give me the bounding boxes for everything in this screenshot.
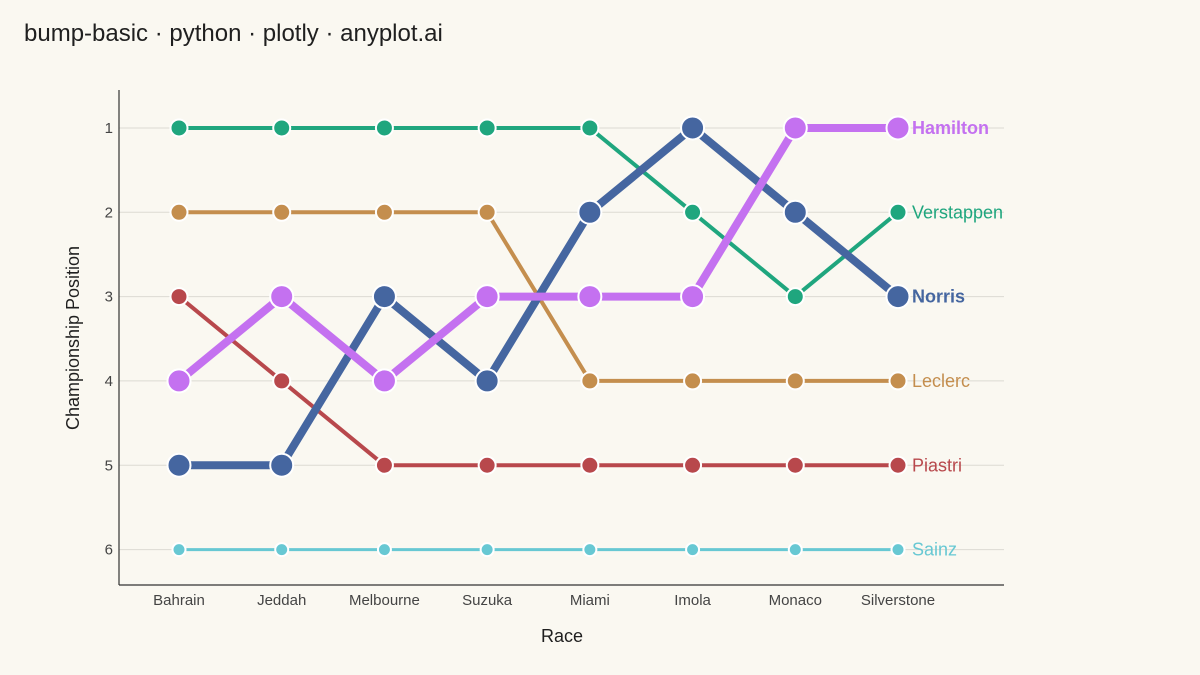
- marker-sainz-imola: [685, 542, 701, 558]
- series-layer: [166, 115, 911, 558]
- marker-sainz-melbourne: [376, 542, 392, 558]
- x-tick-label-suzuka: Suzuka: [462, 592, 513, 609]
- x-tick-label-melbourne: Melbourne: [349, 592, 420, 609]
- x-tick-label-imola: Imola: [674, 592, 711, 609]
- series-line-hamilton: [175, 123, 902, 385]
- marker-sainz-jeddah: [274, 542, 290, 558]
- marker-verstappen-monaco: [785, 287, 805, 307]
- page-title: bump-basic · python · plotly · anyplot.a…: [24, 20, 443, 47]
- marker-verstappen-melbourne: [374, 118, 394, 138]
- y-tick-label-6: 6: [105, 542, 113, 559]
- marker-sainz-bahrain: [171, 542, 187, 558]
- y-tick-label-1: 1: [105, 120, 113, 137]
- marker-leclerc-imola: [683, 371, 703, 391]
- y-tick-label-2: 2: [105, 204, 113, 221]
- marker-verstappen-suzuka: [477, 118, 497, 138]
- marker-sainz-miami: [582, 542, 598, 558]
- marker-leclerc-melbourne: [374, 202, 394, 222]
- marker-leclerc-bahrain: [169, 202, 189, 222]
- series-piastri: [169, 287, 908, 475]
- marker-norris-monaco: [782, 199, 808, 225]
- marker-hamilton-miami: [577, 284, 603, 310]
- x-tick-label-silverstone: Silverstone: [861, 592, 935, 609]
- marker-leclerc-jeddah: [272, 202, 292, 222]
- marker-norris-miami: [577, 199, 603, 225]
- marker-piastri-imola: [683, 455, 703, 475]
- marker-verstappen-jeddah: [272, 118, 292, 138]
- x-tick-label-bahrain: Bahrain: [153, 592, 205, 609]
- marker-hamilton-suzuka: [474, 284, 500, 310]
- marker-leclerc-miami: [580, 371, 600, 391]
- marker-piastri-suzuka: [477, 455, 497, 475]
- marker-hamilton-melbourne: [371, 368, 397, 394]
- label-layer: Verstappen Leclerc Piastri Sainz Norris Hamil…: [912, 118, 1003, 560]
- marker-hamilton-monaco: [782, 115, 808, 141]
- marker-piastri-bahrain: [169, 287, 189, 307]
- marker-piastri-miami: [580, 455, 600, 475]
- grid-layer: [119, 127, 1004, 551]
- marker-hamilton-jeddah: [269, 284, 295, 310]
- marker-verstappen-bahrain: [169, 118, 189, 138]
- y-tick-label-3: 3: [105, 289, 113, 306]
- marker-hamilton-bahrain: [166, 368, 192, 394]
- marker-verstappen-silverstone: [888, 202, 908, 222]
- marker-piastri-jeddah: [272, 371, 292, 391]
- axis-layer: 1 2 3 4 5 6 Bahrain Jeddah Melbourne Suzuka Miami I…: [105, 90, 1004, 609]
- end-label-verstappen: Verstappen: [912, 202, 1003, 222]
- marker-norris-silverstone: [885, 284, 911, 310]
- marker-norris-melbourne: [371, 284, 397, 310]
- marker-piastri-monaco: [785, 455, 805, 475]
- y-axis-title: Championship Position: [63, 246, 83, 430]
- marker-leclerc-monaco: [785, 371, 805, 391]
- series-line-verstappen: [177, 125, 900, 299]
- marker-piastri-melbourne: [374, 455, 394, 475]
- series-sainz: [171, 542, 906, 558]
- x-tick-label-monaco: Monaco: [769, 592, 822, 609]
- end-label-sainz: Sainz: [912, 540, 957, 560]
- marker-sainz-monaco: [787, 542, 803, 558]
- series-verstappen: [169, 118, 908, 307]
- marker-norris-bahrain: [166, 452, 192, 478]
- y-tick-label-5: 5: [105, 457, 113, 474]
- end-label-norris: Norris: [912, 287, 965, 307]
- end-label-leclerc: Leclerc: [912, 371, 970, 391]
- marker-piastri-silverstone: [888, 455, 908, 475]
- marker-sainz-suzuka: [479, 542, 495, 558]
- series-hamilton: [166, 115, 911, 394]
- marker-norris-jeddah: [269, 452, 295, 478]
- end-label-piastri: Piastri: [912, 455, 962, 475]
- marker-norris-imola: [680, 115, 706, 141]
- marker-hamilton-imola: [680, 284, 706, 310]
- x-axis-title: Race: [541, 626, 583, 646]
- marker-leclerc-suzuka: [477, 202, 497, 222]
- x-tick-label-miami: Miami: [570, 592, 610, 609]
- marker-norris-suzuka: [474, 368, 500, 394]
- y-tick-label-4: 4: [105, 373, 113, 390]
- marker-verstappen-miami: [580, 118, 600, 138]
- x-tick-label-jeddah: Jeddah: [257, 592, 306, 609]
- marker-leclerc-silverstone: [888, 371, 908, 391]
- marker-hamilton-silverstone: [885, 115, 911, 141]
- marker-sainz-silverstone: [890, 542, 906, 558]
- end-label-hamilton: Hamilton: [912, 118, 989, 138]
- series-line-piastri: [177, 294, 900, 468]
- marker-verstappen-imola: [683, 202, 703, 222]
